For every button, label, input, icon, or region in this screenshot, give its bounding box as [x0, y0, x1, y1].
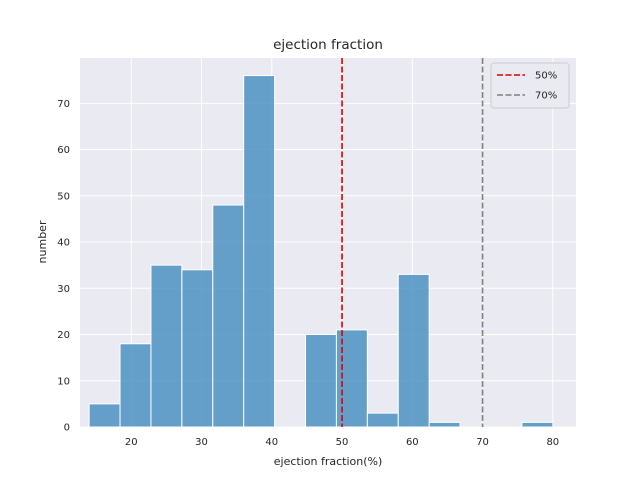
y-tick-label: 40 — [57, 238, 70, 249]
legend: 50% 70% — [490, 62, 570, 109]
x-tick-label: 70 — [476, 437, 489, 448]
reference-lines — [341, 58, 484, 427]
y-tick-label: 30 — [57, 284, 70, 295]
x-tick-label: 60 — [406, 437, 419, 448]
histogram-bar — [150, 264, 183, 428]
histogram-bar — [428, 421, 461, 428]
x-tick-label: 40 — [265, 437, 278, 448]
histogram-bar — [243, 75, 276, 428]
x-tick-label: 30 — [195, 437, 208, 448]
y-axis-label: number — [36, 220, 49, 263]
histogram-bar — [366, 412, 399, 428]
legend-label: 70% — [535, 91, 557, 102]
chart-title: ejection fraction — [273, 37, 383, 53]
histogram-bar — [397, 273, 430, 428]
y-tick-label: 70 — [57, 99, 70, 110]
histogram-bar — [335, 329, 368, 428]
legend-box — [490, 62, 570, 109]
histogram-bar — [88, 403, 121, 428]
y-tick-label: 20 — [57, 330, 70, 341]
legend-label: 50% — [535, 71, 557, 82]
y-ticks: 0 10 20 30 40 50 60 70 — [57, 99, 70, 434]
histogram-bar — [305, 334, 337, 428]
histogram-bar — [212, 204, 245, 428]
y-tick-label: 0 — [64, 423, 70, 434]
y-tick-label: 50 — [57, 191, 70, 202]
x-tick-label: 20 — [125, 437, 138, 448]
x-axis-label: ejection fraction(%) — [274, 455, 383, 468]
y-tick-label: 10 — [57, 376, 70, 387]
bars — [88, 75, 554, 428]
x-tick-label: 50 — [336, 437, 349, 448]
histogram-bar — [181, 269, 214, 428]
x-ticks: 20 30 40 50 60 70 80 — [125, 437, 559, 448]
histogram-bar — [521, 421, 554, 428]
x-tick-label: 80 — [546, 437, 559, 448]
y-tick-label: 60 — [57, 145, 70, 156]
histogram-bar — [119, 343, 152, 428]
